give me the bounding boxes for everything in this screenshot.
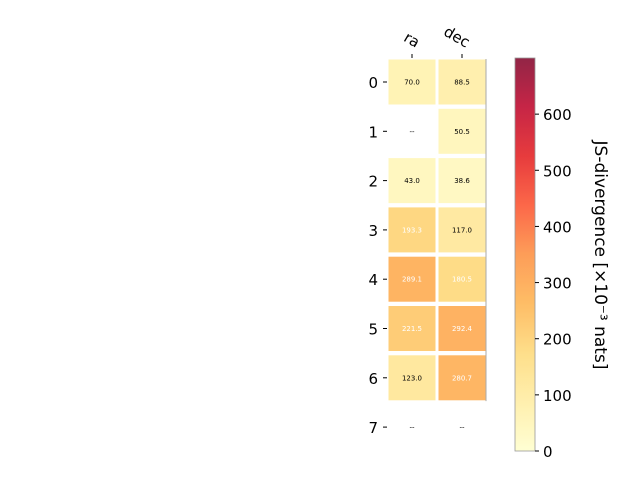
heatmap-cell [437, 354, 487, 402]
heatmap-cell [387, 157, 437, 205]
colorbar: 0 100 200 300 400 500 600 JS-divergence [×10⁻³ … [514, 57, 610, 461]
colorbar-tick-label: 300 [543, 275, 572, 293]
row-tick-labels: 0 1 2 3 4 5 6 7 [368, 74, 387, 437]
heatmap-cell [437, 107, 487, 155]
heatmap-cell [437, 58, 487, 106]
column-tick-label: ra [401, 28, 423, 51]
cell-value-label: -- [409, 128, 415, 136]
colorbar-tick-label: 500 [543, 162, 572, 180]
row-tick-label: 1 [368, 123, 378, 141]
colorbar-tick-label: 600 [543, 106, 572, 124]
cell-value-label: -- [459, 424, 465, 432]
heatmap-cells: 70.0 88.5 -- 50.5 43.0 38.6 193.3 117.0 289.1 180… [387, 58, 487, 432]
cell-value-label: 180.5 [452, 276, 472, 284]
cell-value-label: 88.5 [454, 79, 470, 87]
colorbar-tick-label: 400 [543, 218, 572, 236]
cell-value-label: -- [409, 424, 415, 432]
row-tick-label: 3 [368, 222, 378, 240]
colorbar-label: JS-divergence [×10⁻³ nats] [590, 140, 610, 370]
colorbar-tick-label: 100 [543, 387, 572, 405]
row-tick-label: 0 [368, 74, 378, 92]
heatmap-cell [387, 206, 437, 254]
cell-value-label: 38.6 [454, 177, 470, 185]
heatmap-cell [387, 305, 437, 352]
heatmap-cell [387, 255, 437, 303]
column-tick-label: dec [441, 22, 473, 51]
colorbar-gradient [514, 57, 536, 452]
row-tick-label: 6 [368, 370, 378, 388]
cell-value-label: 70.0 [404, 79, 420, 87]
row-tick-label: 5 [368, 321, 378, 339]
cell-value-label: 289.1 [402, 276, 422, 284]
heatmap-cell [387, 58, 437, 106]
row-tick-label: 4 [368, 271, 378, 289]
heatmap-cell [387, 354, 437, 402]
heatmap-cell [437, 157, 487, 205]
heatmap-cell [437, 206, 487, 254]
cell-value-label: 43.0 [404, 177, 420, 185]
cell-value-label: 221.5 [402, 325, 422, 333]
row-tick-label: 2 [368, 173, 378, 191]
cell-value-label: 292.4 [452, 325, 473, 333]
row-tick-label: 7 [368, 419, 378, 437]
column-tick-labels: ra dec [401, 22, 473, 58]
cell-value-label: 193.3 [402, 226, 422, 234]
heatmap-cell [437, 255, 487, 303]
cell-value-label: 117.0 [452, 226, 472, 234]
cell-value-label: 280.7 [452, 374, 472, 382]
cell-value-label: 123.0 [402, 374, 422, 382]
cell-value-label: 50.5 [454, 128, 470, 136]
colorbar-tick-label: 0 [543, 443, 553, 461]
colorbar-tick-label: 200 [543, 331, 572, 349]
